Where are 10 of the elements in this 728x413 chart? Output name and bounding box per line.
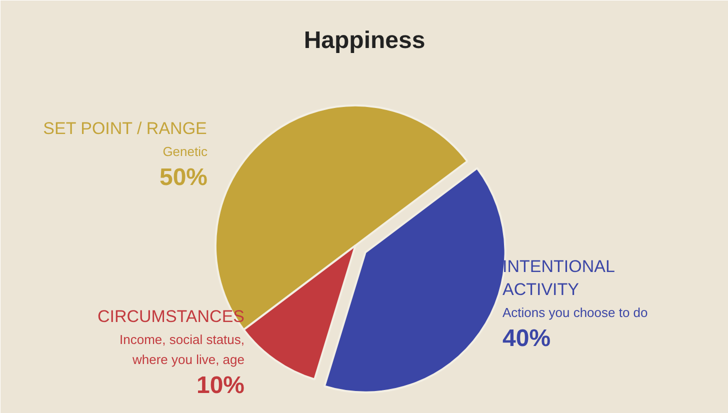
text: Actions you choose to do [502,305,648,320]
text: where you live, age [131,352,245,367]
slice-label: INTENTIONAL ACTIVITY [502,257,615,299]
data-label: 50% [159,164,208,191]
text: Genetic [162,144,208,159]
data-label: 40% [502,325,551,352]
text: Income, social status, [120,332,244,347]
data-label: 10% [196,372,245,399]
slice-label: SET POINT / RANGE [43,119,207,138]
chart-title: Happiness [304,27,426,54]
